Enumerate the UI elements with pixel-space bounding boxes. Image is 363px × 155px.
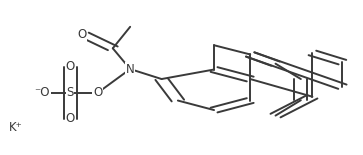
Text: O: O: [93, 86, 102, 99]
Text: O: O: [65, 113, 75, 126]
Text: N: N: [126, 63, 135, 75]
Text: S: S: [66, 86, 74, 99]
Text: ⁻O: ⁻O: [34, 86, 50, 99]
Text: K⁺: K⁺: [9, 121, 23, 134]
Text: O: O: [77, 28, 87, 41]
Text: O: O: [65, 60, 75, 73]
